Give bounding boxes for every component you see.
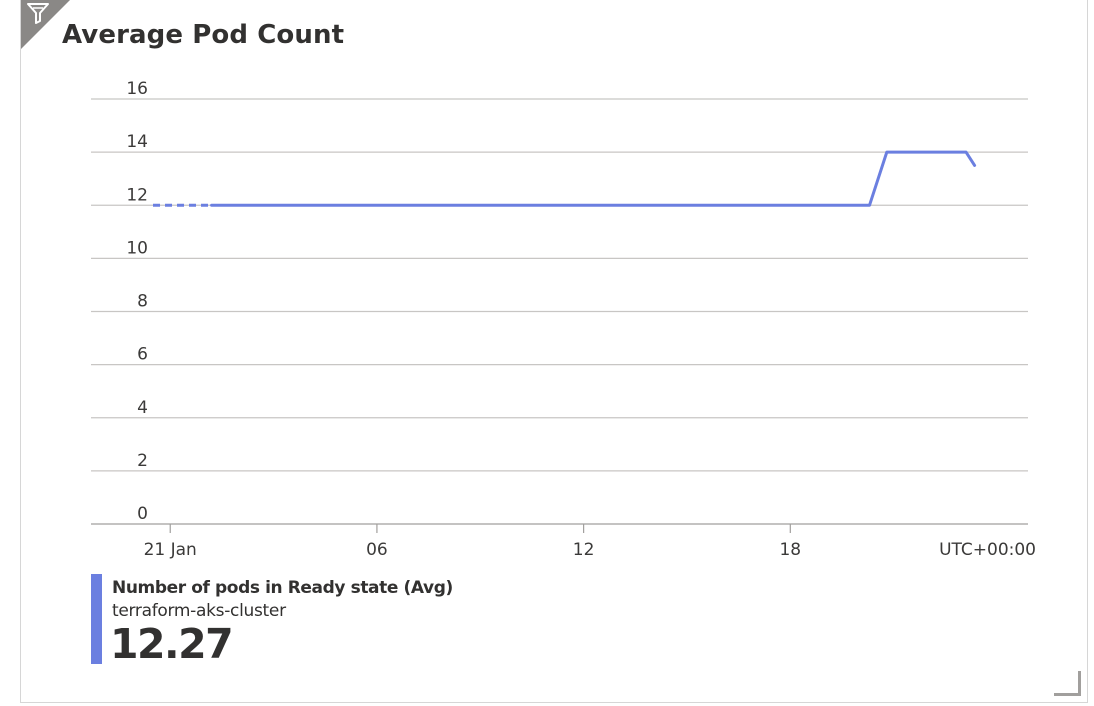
- y-tick-label: 16: [126, 79, 148, 99]
- y-tick-label: 0: [137, 504, 148, 524]
- y-tick-label: 12: [126, 185, 148, 205]
- x-tick-label: 21 Jan: [144, 540, 197, 560]
- legend-series-name[interactable]: Number of pods in Ready state (Avg): [112, 578, 453, 598]
- series-lines: [153, 150, 977, 207]
- y-tick-label: 10: [126, 238, 148, 258]
- gridlines: [91, 98, 1028, 525]
- timezone-label: UTC+00:00: [939, 540, 1036, 560]
- x-tick-label: 12: [573, 540, 595, 560]
- filter-icon[interactable]: [26, 2, 50, 24]
- resize-handle-icon[interactable]: [1054, 671, 1081, 696]
- y-axis-ticks: 0 2 4 6 8 10 12 14 16: [126, 79, 148, 524]
- series-line: [210, 150, 977, 207]
- chart-tile[interactable]: [20, 0, 1088, 703]
- chart-title: Average Pod Count: [62, 20, 345, 50]
- y-tick-label: 6: [137, 345, 148, 365]
- y-tick-label: 14: [126, 132, 148, 152]
- x-axis: 21 Jan 06 12 18 UTC+00:00: [144, 524, 1036, 560]
- y-tick-label: 8: [137, 292, 148, 312]
- x-tick-label: 18: [779, 540, 801, 560]
- legend-resource-name: terraform-aks-cluster: [112, 601, 286, 621]
- y-tick-label: 4: [137, 398, 148, 418]
- legend-color-bar: [91, 574, 102, 664]
- y-tick-label: 2: [137, 451, 148, 471]
- x-tick-label: 06: [366, 540, 388, 560]
- legend-summary-value: 12.27: [110, 620, 234, 668]
